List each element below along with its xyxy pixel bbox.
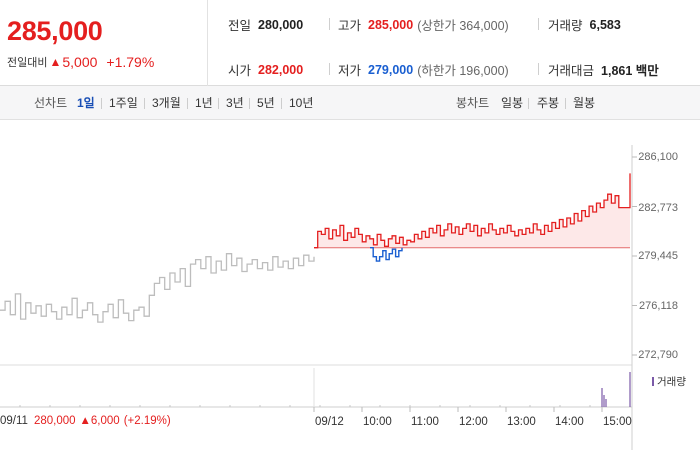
- period-10y[interactable]: 10년: [289, 96, 314, 110]
- today-dip-line: [370, 247, 403, 262]
- divider: [565, 98, 566, 109]
- candle-weekly[interactable]: 주봉: [537, 96, 560, 110]
- period-3y[interactable]: 3년: [226, 96, 244, 110]
- open-price: 시가 282,000: [228, 60, 303, 79]
- price-change: 전일대비 ▲ 5,000 +1.79%: [7, 54, 154, 70]
- x-tick-label: 13:00: [507, 416, 536, 428]
- low-price: 저가 279,000 (하한가 196,000): [338, 60, 509, 79]
- x-tick-label: 12:00: [459, 416, 488, 428]
- y-tick-label: 276,118: [639, 300, 678, 312]
- change-value: 5,000: [62, 54, 98, 70]
- candle-daily[interactable]: 일봉: [501, 96, 524, 110]
- candle-monthly[interactable]: 월봉: [573, 96, 596, 110]
- divider: [249, 98, 250, 109]
- volume-legend: 거래량: [652, 374, 686, 389]
- up-triangle-icon: ▲: [49, 55, 62, 69]
- lower-limit: (하한가 196,000): [417, 64, 509, 78]
- today-line: [314, 173, 631, 249]
- price-chart[interactable]: 286,100 282,773 279,445 276,118 272,790 …: [0, 120, 700, 450]
- divider: [101, 98, 102, 109]
- y-tick-label: 282,773: [638, 202, 678, 214]
- open-label: 시가: [228, 64, 252, 78]
- current-price: 285,000: [7, 16, 103, 46]
- period-1w[interactable]: 1주일: [109, 96, 138, 110]
- volume-legend-label: 거래량: [657, 376, 686, 388]
- prev-day-line: [0, 253, 315, 323]
- high-price: 고가 285,000 (상한가 364,000): [338, 15, 509, 34]
- x-tick-label: 11:00: [411, 416, 439, 428]
- prev-day-percent: (+2.19%): [123, 415, 171, 427]
- today-area-fill: [314, 173, 630, 248]
- divider: [329, 18, 330, 30]
- y-tick-label: 286,100: [638, 151, 678, 163]
- prev-close-label: 전일: [228, 19, 252, 33]
- volume: 거래량 6,583: [548, 15, 621, 34]
- change-label: 전일대비: [7, 57, 48, 69]
- quote-header: 285,000 전일대비 ▲ 5,000 +1.79% 전일 280,000 고…: [0, 0, 700, 86]
- divider: [218, 98, 219, 109]
- divider: [538, 18, 539, 30]
- upper-limit: (상한가 364,000): [417, 19, 509, 33]
- volume-value: 6,583: [589, 17, 621, 32]
- period-1d[interactable]: 1일: [77, 96, 95, 110]
- divider: [144, 98, 145, 109]
- open-value: 282,000: [258, 62, 304, 77]
- divider: [187, 98, 188, 109]
- trade-value-label: 거래대금: [548, 64, 595, 78]
- high-value: 285,000: [368, 17, 414, 32]
- volume-label: 거래량: [548, 19, 583, 33]
- period-3m[interactable]: 3개월: [152, 96, 181, 110]
- trade-value-value: 1,861 백만: [601, 64, 659, 78]
- divider: [281, 98, 282, 109]
- prev-day-change-value: 6,000: [90, 415, 120, 427]
- period-bar: 선차트 1일 1주일 3개월 1년 3년 5년 10년 봉차트 일봉 주봉 월봉: [0, 86, 700, 120]
- period-1y[interactable]: 1년: [195, 96, 213, 110]
- chart-canvas[interactable]: [0, 120, 700, 450]
- divider: [329, 63, 330, 75]
- low-label: 저가: [338, 64, 362, 78]
- prev-close-value: 280,000: [258, 17, 304, 32]
- line-chart-label: 선차트: [34, 96, 68, 110]
- x-tick-label: 10:00: [363, 416, 392, 428]
- up-triangle-icon: ▲: [79, 415, 91, 427]
- prev-day-change: ▲6,000: [80, 415, 120, 427]
- change-percent: +1.79%: [106, 54, 155, 70]
- trade-value: 거래대금 1,861 백만: [548, 60, 659, 79]
- divider: [528, 98, 529, 109]
- price-box: 285,000 전일대비 ▲ 5,000 +1.79%: [0, 0, 208, 86]
- x-tick-label: 14:00: [555, 416, 584, 428]
- y-tick-label: 272,790: [638, 349, 678, 361]
- y-tick-label: 279,445: [638, 250, 678, 262]
- prev-day-footer: 09/11 280,000 ▲6,000 (+2.19%): [0, 415, 171, 427]
- candle-chart-label: 봉차트: [456, 96, 490, 110]
- prev-day-date: 09/11: [0, 415, 28, 427]
- high-label: 고가: [338, 19, 362, 33]
- prev-close: 전일 280,000: [228, 15, 303, 34]
- period-5y[interactable]: 5년: [257, 96, 275, 110]
- low-value: 279,000: [368, 62, 414, 77]
- x-tick-label: 09/12: [315, 416, 344, 428]
- volume-legend-swatch: [652, 377, 654, 386]
- divider: [538, 63, 539, 75]
- prev-day-price: 280,000: [33, 415, 76, 427]
- x-tick-label: 15:00: [603, 416, 632, 428]
